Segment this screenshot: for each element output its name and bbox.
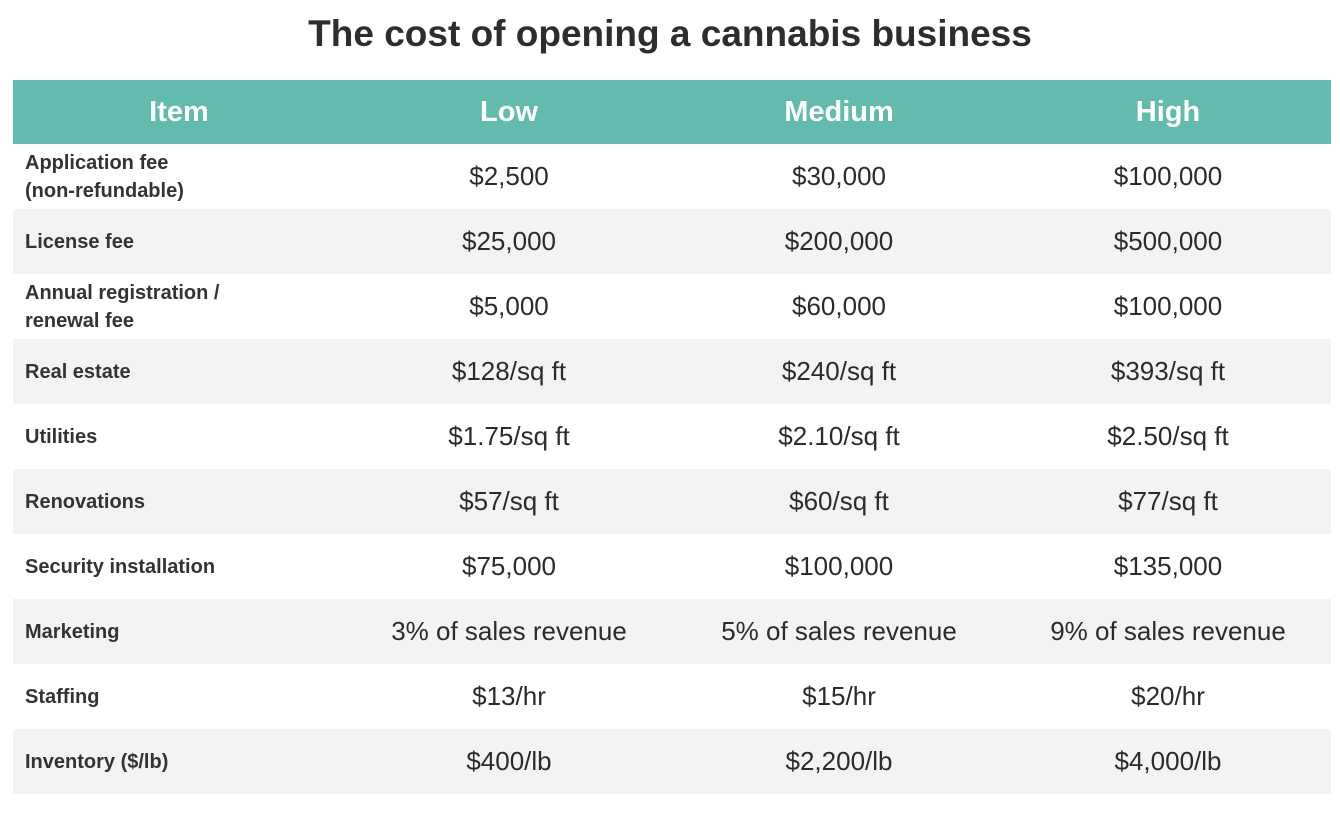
table-row: Inventory ($/lb) $400/lb $2,200/lb $4,00… (13, 729, 1331, 794)
row-low-value: $25,000 (462, 226, 556, 256)
row-high-value: $393/sq ft (1110, 356, 1226, 386)
table-row: Staffing $13/hr $15/hr $20/hr (13, 664, 1331, 729)
table-row: Application fee (non-refundable) $2,500 … (13, 144, 1331, 209)
table-row: Security installation $75,000 $100,000 $… (13, 534, 1331, 599)
table-row: License fee $25,000 $200,000 $500,000 (13, 209, 1331, 274)
table-row: Marketing 3% of sales revenue 5% of sale… (13, 599, 1331, 664)
row-item-label: Application fee (non-refundable) (25, 151, 184, 202)
row-item-label: Renovations (25, 490, 146, 513)
row-high-value: $100,000 (1113, 291, 1223, 321)
table-header-row: Item Low Medium High (13, 80, 1331, 144)
row-high-value: 9% of sales revenue (1050, 616, 1286, 646)
row-low-value: 3% of sales revenue (391, 616, 627, 646)
row-low-value: $5,000 (469, 291, 549, 321)
table-title: The cost of opening a cannabis business (308, 13, 1032, 54)
row-item-label: Staffing (25, 685, 100, 708)
column-header-medium: Medium (784, 95, 894, 128)
table-row: Renovations $57/sq ft $60/sq ft $77/sq f… (13, 469, 1331, 534)
row-high-value: $2.50/sq ft (1107, 421, 1229, 451)
row-high-value: $135,000 (1113, 551, 1223, 581)
row-high-value: $4,000/lb (1114, 746, 1222, 776)
table-row: Utilities $1.75/sq ft $2.10/sq ft $2.50/… (13, 404, 1331, 469)
row-low-value: $75,000 (462, 551, 556, 581)
row-item-label: Security installation (25, 555, 216, 578)
row-medium-value: $30,000 (792, 161, 886, 191)
row-medium-value: $2,200/lb (785, 746, 893, 776)
cost-table: Item Low Medium High Application fee (no… (13, 80, 1331, 794)
row-low-value: $57/sq ft (459, 486, 559, 516)
row-item-label: Utilities (25, 425, 98, 448)
row-high-value: $77/sq ft (1118, 486, 1218, 516)
row-high-value: $20/hr (1131, 681, 1205, 711)
column-header-low: Low (480, 95, 538, 128)
row-medium-value: $15/hr (802, 681, 876, 711)
row-medium-value: $240/sq ft (781, 356, 897, 386)
table-row: Real estate $128/sq ft $240/sq ft $393/s… (13, 339, 1331, 404)
table-row: Annual registration / renewal fee $5,000… (13, 274, 1331, 339)
row-low-value: $400/lb (466, 746, 552, 776)
row-medium-value: $2.10/sq ft (778, 421, 900, 451)
row-medium-value: $100,000 (784, 551, 894, 581)
row-low-value: $128/sq ft (451, 356, 567, 386)
column-header-item: Item (149, 95, 209, 128)
row-medium-value: $200,000 (784, 226, 894, 256)
row-high-value: $500,000 (1113, 226, 1223, 256)
row-medium-value: 5% of sales revenue (721, 616, 957, 646)
row-item-label: Annual registration / renewal fee (25, 281, 220, 332)
row-high-value: $100,000 (1113, 161, 1223, 191)
column-header-high: High (1135, 95, 1201, 128)
row-medium-value: $60,000 (792, 291, 886, 321)
row-item-label: Real estate (25, 360, 131, 383)
row-item-label: Marketing (25, 620, 120, 643)
row-low-value: $1.75/sq ft (448, 421, 570, 451)
row-medium-value: $60/sq ft (789, 486, 889, 516)
row-item-label: License fee (25, 230, 134, 253)
row-low-value: $2,500 (469, 161, 549, 191)
row-item-label: Inventory ($/lb) (25, 750, 169, 773)
row-low-value: $13/hr (472, 681, 546, 711)
